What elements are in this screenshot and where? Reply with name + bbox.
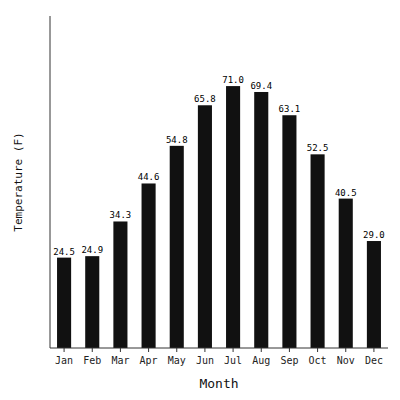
x-tick-label: Jul bbox=[224, 355, 242, 366]
bar bbox=[57, 258, 71, 348]
data-label: 52.5 bbox=[307, 143, 329, 153]
data-label: 54.8 bbox=[166, 135, 188, 145]
x-tick bbox=[373, 348, 374, 352]
y-axis-title: Temperature (F) bbox=[12, 132, 25, 231]
x-tick bbox=[64, 348, 65, 352]
bar bbox=[198, 105, 212, 348]
x-tick bbox=[261, 348, 262, 352]
x-tick-label: Sep bbox=[280, 355, 298, 366]
x-tick bbox=[289, 348, 290, 352]
x-tick bbox=[148, 348, 149, 352]
bar bbox=[367, 241, 381, 348]
x-axis-title: Month bbox=[199, 376, 238, 391]
x-tick bbox=[345, 348, 346, 352]
data-label: 69.4 bbox=[250, 81, 272, 91]
x-tick bbox=[120, 348, 121, 352]
x-tick-label: Jan bbox=[55, 355, 73, 366]
x-axis-line bbox=[50, 348, 388, 349]
data-label: 29.0 bbox=[363, 230, 385, 240]
data-label: 34.3 bbox=[110, 210, 132, 220]
x-tick-label: Apr bbox=[140, 355, 158, 366]
bar bbox=[113, 221, 127, 348]
data-label: 71.0 bbox=[222, 75, 244, 85]
bar bbox=[142, 183, 156, 348]
y-axis-line bbox=[50, 16, 51, 348]
x-tick bbox=[204, 348, 205, 352]
x-tick-label: Mar bbox=[111, 355, 129, 366]
bar bbox=[170, 146, 184, 348]
bar bbox=[311, 154, 325, 348]
x-tick-label: Jun bbox=[196, 355, 214, 366]
data-label: 63.1 bbox=[279, 104, 301, 114]
x-tick-label: Oct bbox=[309, 355, 327, 366]
x-tick-label: Aug bbox=[252, 355, 270, 366]
x-tick bbox=[317, 348, 318, 352]
x-tick bbox=[176, 348, 177, 352]
bars bbox=[57, 86, 381, 348]
data-label: 24.9 bbox=[81, 245, 103, 255]
data-label: 44.6 bbox=[138, 172, 160, 182]
bar bbox=[254, 92, 268, 348]
data-label: 24.5 bbox=[53, 247, 75, 257]
x-tick-label: Feb bbox=[83, 355, 101, 366]
x-tick bbox=[92, 348, 93, 352]
x-tick-label: Nov bbox=[337, 355, 355, 366]
bar bbox=[339, 199, 353, 348]
data-label: 65.8 bbox=[194, 94, 216, 104]
bar bbox=[226, 86, 240, 348]
x-tick bbox=[233, 348, 234, 352]
bar bbox=[282, 115, 296, 348]
x-tick-label: Dec bbox=[365, 355, 383, 366]
chart: 24.5 24.9 34.3 44.6 54.8 65.8 71.0 69.4 63.1 52.5… bbox=[0, 0, 400, 400]
x-tick-label: May bbox=[168, 355, 186, 366]
bar bbox=[85, 256, 99, 348]
data-label: 40.5 bbox=[335, 188, 357, 198]
